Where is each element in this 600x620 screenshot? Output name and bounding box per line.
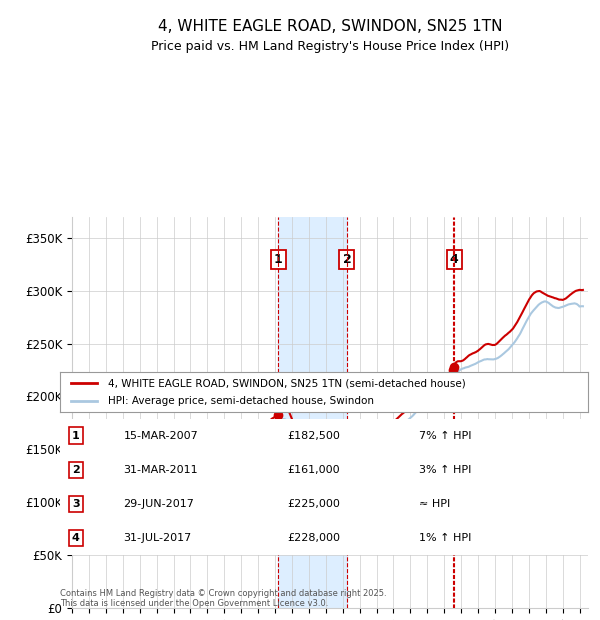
Text: 2: 2 <box>343 253 351 266</box>
Text: £225,000: £225,000 <box>287 498 340 509</box>
Text: £182,500: £182,500 <box>287 430 340 441</box>
Text: Price paid vs. HM Land Registry's House Price Index (HPI): Price paid vs. HM Land Registry's House … <box>151 40 509 53</box>
Text: 15-MAR-2007: 15-MAR-2007 <box>124 430 198 441</box>
Text: 29-JUN-2017: 29-JUN-2017 <box>124 498 194 509</box>
Text: 31-MAR-2011: 31-MAR-2011 <box>124 464 198 475</box>
Text: 1% ↑ HPI: 1% ↑ HPI <box>419 533 472 543</box>
Text: 7% ↑ HPI: 7% ↑ HPI <box>419 430 472 441</box>
Text: 3% ↑ HPI: 3% ↑ HPI <box>419 464 472 475</box>
Bar <box>278 217 347 608</box>
Text: 31-JUL-2017: 31-JUL-2017 <box>124 533 191 543</box>
Text: £228,000: £228,000 <box>287 533 340 543</box>
Text: Contains HM Land Registry data © Crown copyright and database right 2025.
This d: Contains HM Land Registry data © Crown c… <box>60 589 386 608</box>
Text: 3: 3 <box>72 498 80 509</box>
Text: 1: 1 <box>72 430 80 441</box>
Text: 4: 4 <box>72 533 80 543</box>
Text: 4: 4 <box>449 253 458 266</box>
Text: ≈ HPI: ≈ HPI <box>419 498 450 509</box>
Text: 2: 2 <box>72 464 80 475</box>
Text: 1: 1 <box>274 253 283 266</box>
Text: 4, WHITE EAGLE ROAD, SWINDON, SN25 1TN: 4, WHITE EAGLE ROAD, SWINDON, SN25 1TN <box>158 19 502 33</box>
Text: HPI: Average price, semi-detached house, Swindon: HPI: Average price, semi-detached house,… <box>107 396 374 406</box>
Text: £161,000: £161,000 <box>287 464 340 475</box>
Text: 4, WHITE EAGLE ROAD, SWINDON, SN25 1TN (semi-detached house): 4, WHITE EAGLE ROAD, SWINDON, SN25 1TN (… <box>107 378 465 388</box>
